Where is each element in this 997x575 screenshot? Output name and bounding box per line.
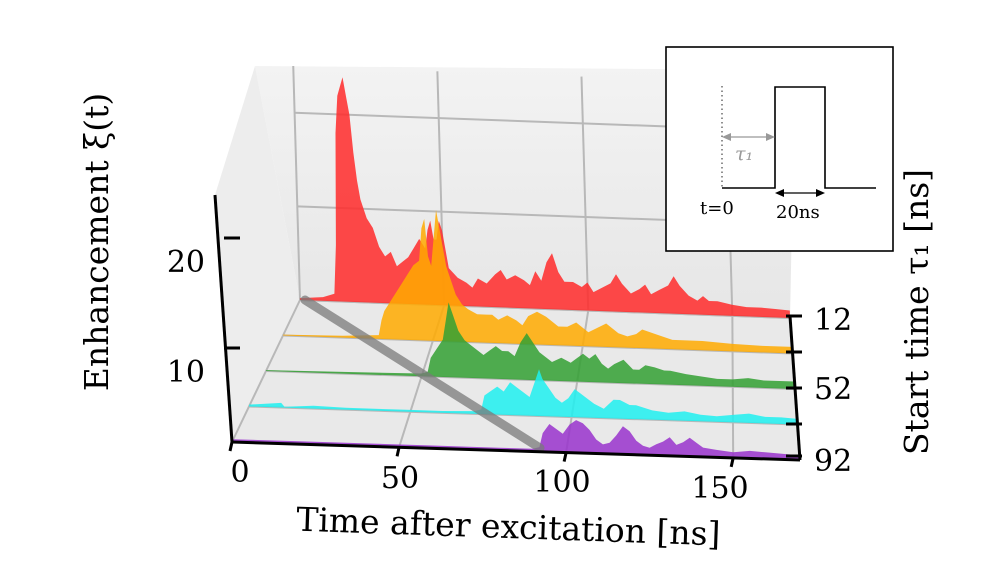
x-tick <box>395 446 401 457</box>
start-time-tick-label: 12 <box>814 303 852 338</box>
grid-line-vertical <box>580 76 590 311</box>
x-tick-label: 150 <box>691 471 748 506</box>
series-ribbon <box>266 302 795 389</box>
inset-delay-label: τ₁ <box>735 143 753 165</box>
tick-marks <box>224 236 802 468</box>
grid-line-vertical <box>292 65 301 301</box>
series-ribbon <box>283 210 793 354</box>
width-arrowhead-right <box>816 189 825 197</box>
y-axis-line <box>213 194 234 443</box>
x-tick <box>562 452 568 462</box>
series-ribbon <box>232 420 800 460</box>
series-ribbon <box>249 369 798 425</box>
delay-arrowhead-right <box>766 133 775 141</box>
delay-arrowhead-left <box>722 133 731 141</box>
x-tick <box>228 441 234 452</box>
width-arrowhead-left <box>775 189 784 197</box>
ribbons <box>232 77 800 460</box>
start-time-tick-label: 92 <box>814 444 852 479</box>
inset-frame <box>665 46 894 252</box>
start-time-tick-label: 52 <box>814 372 852 407</box>
x-tick-label: 50 <box>381 461 419 496</box>
x-axis-title: Time after excitation [ns] <box>296 500 721 554</box>
y-tick-label: 10 <box>167 355 205 390</box>
inset-width-label: 20ns <box>776 202 820 223</box>
x-tick-label: 0 <box>230 455 249 490</box>
start-time-diagonal <box>300 295 545 453</box>
inset-pulse-diagram: τ₁ t=0 20ns <box>665 46 894 252</box>
x-tick-label: 100 <box>533 465 590 500</box>
pulse-shape <box>722 86 876 189</box>
x-axis-line <box>231 440 801 462</box>
inset-start-label: t=0 <box>700 198 734 219</box>
x-tick <box>729 457 735 468</box>
start-time-axis-title: Start time τ₁ [ns] <box>897 169 936 455</box>
y-axis-title: Enhancement ξ(t) <box>77 93 116 392</box>
y-tick-label: 20 <box>167 245 205 280</box>
